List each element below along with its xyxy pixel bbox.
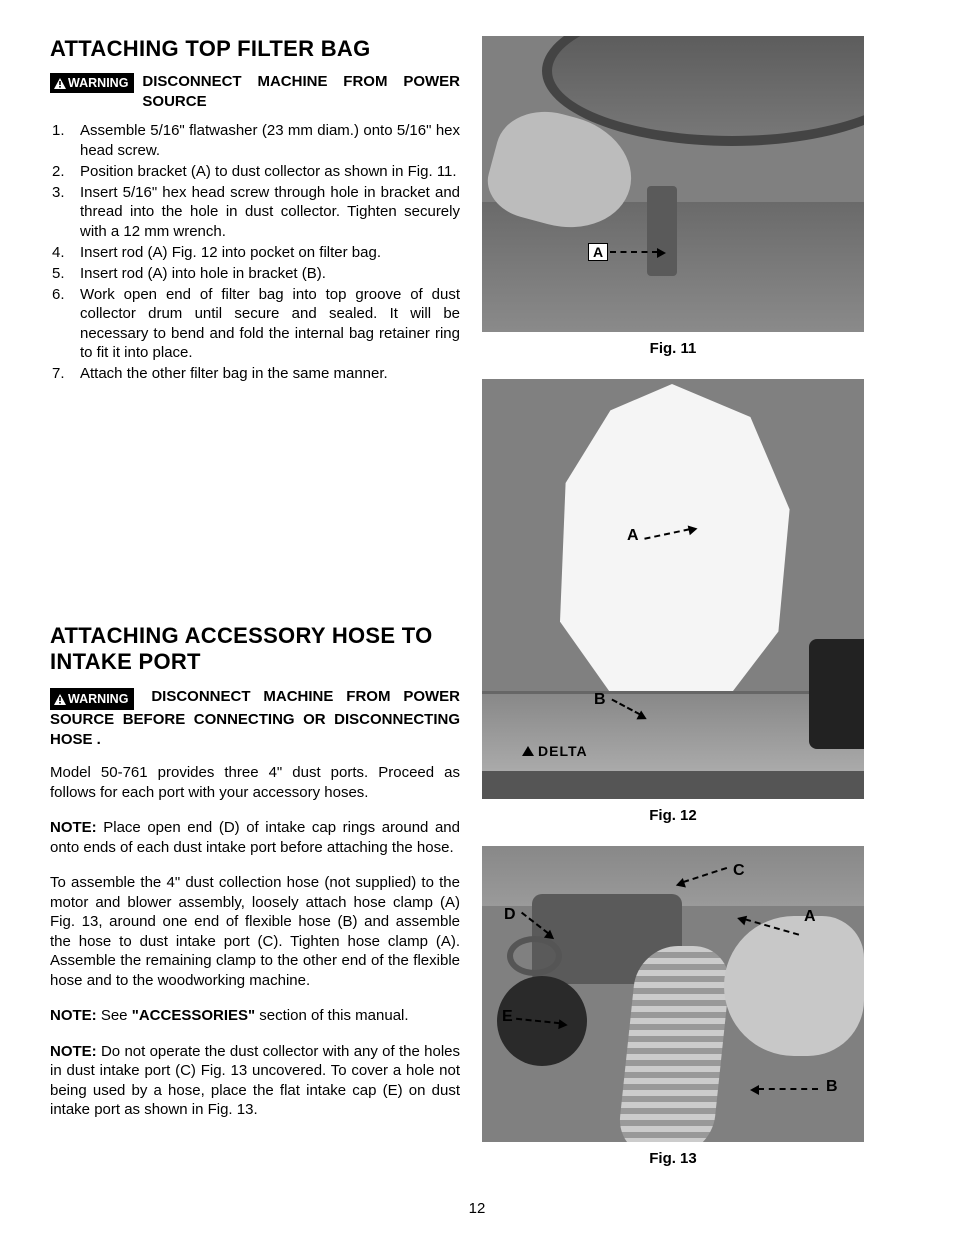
spacer bbox=[50, 385, 460, 623]
warning-label-text-2: WARNING bbox=[68, 691, 128, 707]
warning-badge: WARNING bbox=[50, 73, 134, 93]
delta-logo: DELTA bbox=[522, 743, 588, 759]
fig11-caption: Fig. 11 bbox=[650, 340, 697, 357]
section2-title: ATTACHING ACCESSORY HOSE TO INTAKE PORT bbox=[50, 623, 460, 675]
note3-label: NOTE: bbox=[50, 1043, 97, 1060]
left-column: ATTACHING TOP FILTER BAG WARNING DISCONN… bbox=[50, 36, 460, 1167]
section2-warning-rest: SOURCE BEFORE CONNECTING OR DISCONNECTIN… bbox=[50, 711, 460, 748]
section2-warning-line1: DISCONNECT MACHINE FROM POWER bbox=[151, 688, 460, 705]
step-6: Work open end of filter bag into top gro… bbox=[50, 285, 460, 363]
warning-badge-2: WARNING bbox=[50, 688, 134, 710]
step-5: Insert rod (A) into hole in bracket (B). bbox=[50, 264, 460, 284]
fig12-caption: Fig. 12 bbox=[649, 807, 697, 824]
fig13-label-c: C bbox=[733, 862, 745, 880]
fig12-label-b: B bbox=[594, 691, 606, 709]
page-number: 12 bbox=[0, 1200, 954, 1217]
fig12-image: DELTA A B bbox=[482, 379, 864, 799]
section2-note3: NOTE: Do not operate the dust collector … bbox=[50, 1042, 460, 1120]
fig13-label-e: E bbox=[502, 1008, 513, 1026]
section1-warning-text: DISCONNECT MACHINE FROM POWER SOURCE bbox=[142, 72, 460, 111]
step-7: Attach the other filter bag in the same … bbox=[50, 364, 460, 384]
fig11-image: A bbox=[482, 36, 864, 332]
step-4: Insert rod (A) Fig. 12 into pocket on fi… bbox=[50, 243, 460, 263]
step-1: Assemble 5/16" flatwasher (23 mm diam.) … bbox=[50, 121, 460, 160]
step-2: Position bracket (A) to dust collector a… bbox=[50, 162, 460, 182]
note2-end: section of this manual. bbox=[255, 1007, 408, 1024]
section1-steps: Assemble 5/16" flatwasher (23 mm diam.) … bbox=[50, 121, 460, 384]
note1-label: NOTE: bbox=[50, 819, 97, 836]
fig13-label-a: A bbox=[804, 908, 816, 926]
section1-warning: WARNING DISCONNECT MACHINE FROM POWER SO… bbox=[50, 72, 460, 111]
warning-triangle-icon bbox=[54, 78, 66, 89]
section1-title: ATTACHING TOP FILTER BAG bbox=[50, 36, 460, 62]
section2-p2: To assemble the 4" dust collection hose … bbox=[50, 873, 460, 990]
note3-text: Do not operate the dust collector with a… bbox=[50, 1043, 460, 1119]
right-column: A Fig. 11 DELTA A B Fig. 12 bbox=[482, 36, 864, 1167]
figure-13: C D A E B Fig. 13 bbox=[482, 846, 864, 1167]
section2-p1: Model 50-761 provides three 4" dust port… bbox=[50, 763, 460, 802]
section2-note2: NOTE: See "ACCESSORIES" section of this … bbox=[50, 1006, 460, 1026]
note2-bold: "ACCESSORIES" bbox=[132, 1007, 255, 1024]
warning-triangle-icon bbox=[54, 694, 66, 705]
fig11-label-a: A bbox=[588, 243, 608, 261]
page-container: ATTACHING TOP FILTER BAG WARNING DISCONN… bbox=[50, 36, 904, 1167]
fig12-label-a: A bbox=[627, 527, 639, 545]
note1-text: Place open end (D) of intake cap rings a… bbox=[50, 819, 460, 856]
section2-warning: WARNING DISCONNECT MACHINE FROM POWER SO… bbox=[50, 687, 460, 749]
fig13-arrow-b bbox=[758, 1088, 818, 1090]
section2-note1: NOTE: Place open end (D) of intake cap r… bbox=[50, 818, 460, 857]
fig13-label-b: B bbox=[826, 1078, 838, 1096]
fig13-label-d: D bbox=[504, 906, 516, 924]
figure-11: A Fig. 11 bbox=[482, 36, 864, 357]
figure-12: DELTA A B Fig. 12 bbox=[482, 379, 864, 824]
note2-label: NOTE: bbox=[50, 1007, 97, 1024]
fig13-caption: Fig. 13 bbox=[649, 1150, 697, 1167]
fig11-arrow-a bbox=[610, 251, 658, 253]
note2-mid: See bbox=[97, 1007, 132, 1024]
step-3: Insert 5/16" hex head screw through hole… bbox=[50, 183, 460, 242]
fig13-image: C D A E B bbox=[482, 846, 864, 1142]
warning-label-text: WARNING bbox=[68, 76, 128, 90]
